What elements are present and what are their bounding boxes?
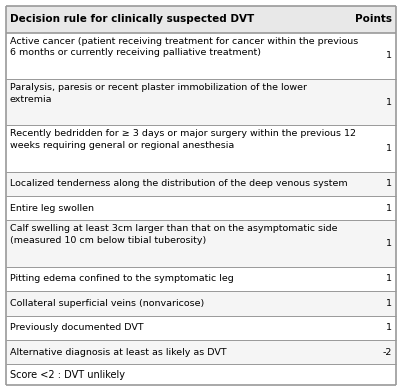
Text: Previously documented DVT: Previously documented DVT — [10, 323, 143, 332]
Text: 1: 1 — [385, 299, 391, 308]
Bar — [6, 172, 395, 196]
Bar — [6, 6, 395, 33]
Bar — [6, 340, 395, 364]
Text: Paralysis, paresis or recent plaster immobilization of the lower
extremia: Paralysis, paresis or recent plaster imm… — [10, 83, 306, 104]
Text: Entire leg swollen: Entire leg swollen — [10, 204, 94, 213]
Text: 1: 1 — [385, 239, 391, 248]
Text: Decision rule for clinically suspected DVT: Decision rule for clinically suspected D… — [10, 14, 253, 24]
Text: 1: 1 — [385, 323, 391, 332]
Text: 1: 1 — [385, 204, 391, 213]
Text: 1: 1 — [385, 274, 391, 283]
Text: Calf swelling at least 3cm larger than that on the asymptomatic side
(measured 1: Calf swelling at least 3cm larger than t… — [10, 224, 337, 245]
Text: Recently bedridden for ≥ 3 days or major surgery within the previous 12
weeks re: Recently bedridden for ≥ 3 days or major… — [10, 129, 355, 150]
Bar — [6, 221, 395, 267]
Text: 1: 1 — [385, 98, 391, 107]
Bar — [6, 364, 395, 385]
Bar — [6, 126, 395, 172]
Text: Active cancer (patient receiving treatment for cancer within the previous
6 mont: Active cancer (patient receiving treatme… — [10, 37, 357, 57]
Bar — [6, 316, 395, 340]
Text: -2: -2 — [382, 348, 391, 357]
Text: Collateral superficial veins (nonvaricose): Collateral superficial veins (nonvaricos… — [10, 299, 204, 308]
Text: Pitting edema confined to the symptomatic leg: Pitting edema confined to the symptomati… — [10, 274, 233, 283]
Text: Score <2 : DVT unlikely: Score <2 : DVT unlikely — [10, 369, 125, 380]
Bar — [6, 79, 395, 126]
Bar — [6, 33, 395, 79]
Text: 1: 1 — [385, 52, 391, 61]
Bar — [6, 291, 395, 316]
Text: Alternative diagnosis at least as likely as DVT: Alternative diagnosis at least as likely… — [10, 348, 226, 357]
Text: 1: 1 — [385, 179, 391, 188]
Text: 1: 1 — [385, 144, 391, 153]
Text: Points: Points — [354, 14, 391, 24]
Bar — [6, 196, 395, 221]
Bar — [6, 267, 395, 291]
Text: Localized tenderness along the distribution of the deep venous system: Localized tenderness along the distribut… — [10, 179, 347, 188]
